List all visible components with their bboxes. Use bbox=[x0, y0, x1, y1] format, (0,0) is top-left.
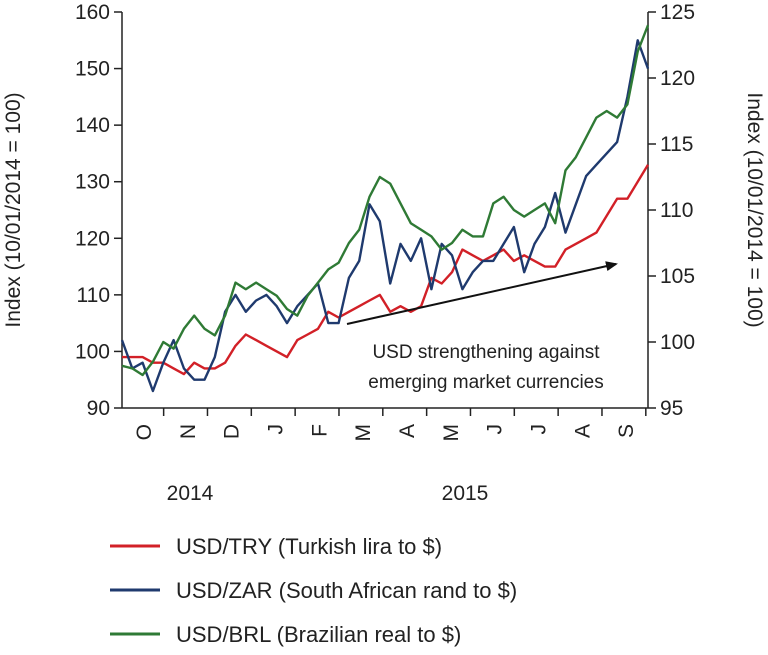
left-tick-label: 110 bbox=[77, 284, 110, 307]
x-month-label: M bbox=[440, 424, 463, 442]
x-month-label: A bbox=[396, 424, 419, 438]
left-tick-label: 150 bbox=[75, 58, 110, 81]
x-month-label: J bbox=[484, 424, 507, 435]
left-tick-label: 120 bbox=[75, 227, 110, 250]
annotation-line-1: USD strengthening against bbox=[372, 342, 600, 363]
x-month-label: S bbox=[615, 424, 638, 438]
right-tick-label: 105 bbox=[660, 265, 695, 288]
x-month-label: J bbox=[264, 424, 287, 435]
right-tick-label: 120 bbox=[660, 67, 695, 90]
series-line-3 bbox=[121, 24, 650, 377]
right-tick-label: 95 bbox=[660, 397, 683, 420]
year-label: 2014 bbox=[167, 482, 214, 505]
left-tick-label: 90 bbox=[87, 397, 110, 420]
x-month-label: J bbox=[527, 424, 550, 435]
right-tick-label: 100 bbox=[660, 331, 695, 354]
annotation-line-2: emerging market currencies bbox=[368, 372, 603, 393]
x-month-label: D bbox=[221, 424, 244, 439]
x-month-label: O bbox=[133, 424, 156, 440]
left-tick-label: 140 bbox=[75, 114, 110, 137]
axes-layer: 90 100 110 120 130 140 150 160 95 100 105 110 115 120… bbox=[2, 1, 766, 505]
left-axis-title: Index (10/01/2014 = 100) bbox=[2, 92, 25, 327]
right-tick-label: 110 bbox=[660, 199, 693, 222]
x-month-label: A bbox=[571, 424, 594, 438]
x-month-label: N bbox=[177, 424, 200, 439]
x-month-label: F bbox=[308, 424, 331, 437]
series-layer bbox=[120, 24, 650, 393]
x-month-label: M bbox=[352, 424, 375, 442]
legend-label-1: USD/TRY (Turkish lira to $) bbox=[176, 534, 442, 559]
right-tick-label: 125 bbox=[660, 1, 695, 24]
trend-arrow bbox=[346, 261, 618, 325]
left-tick-label: 130 bbox=[75, 171, 110, 194]
left-tick-label: 100 bbox=[75, 340, 110, 363]
right-tick-label: 115 bbox=[660, 133, 693, 156]
year-label: 2015 bbox=[442, 482, 489, 505]
legend: USD/TRY (Turkish lira to $) USD/ZAR (Sout… bbox=[110, 534, 517, 647]
left-tick-label: 160 bbox=[75, 1, 110, 24]
legend-label-3: USD/BRL (Brazilian real to $) bbox=[176, 622, 461, 647]
series-line-2 bbox=[120, 39, 650, 393]
right-axis-title: Index (10/01/2014 = 100) bbox=[743, 92, 766, 327]
annotation-layer: USD strengthening against emerging marke… bbox=[346, 261, 618, 393]
legend-label-2: USD/ZAR (South African rand to $) bbox=[176, 578, 517, 603]
